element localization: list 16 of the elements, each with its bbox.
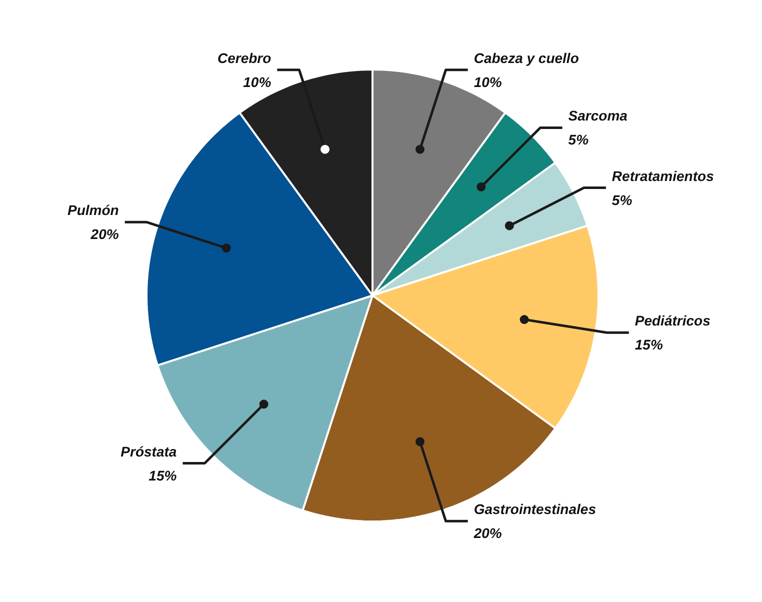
data-label: 15% bbox=[634, 336, 664, 353]
slice-label: Cabeza y cuello bbox=[474, 50, 580, 66]
data-label: 20% bbox=[90, 226, 120, 242]
data-label: 20% bbox=[472, 525, 502, 542]
data-label: 15% bbox=[148, 467, 178, 484]
slice-label: Pulmón bbox=[67, 202, 119, 218]
data-label: 10% bbox=[474, 74, 502, 90]
slice-label: Pediátricos bbox=[634, 312, 711, 329]
slice-label: Próstata bbox=[120, 443, 177, 460]
data-label: 10% bbox=[243, 74, 272, 90]
slice-label: Gastrointestinales bbox=[474, 501, 596, 518]
data-label: 5% bbox=[568, 132, 590, 148]
data-label: 5% bbox=[612, 192, 633, 208]
slice-label: Cerebro bbox=[217, 50, 272, 66]
slice-label: Retratamientos bbox=[612, 168, 714, 184]
slice-label: Sarcoma bbox=[568, 108, 628, 124]
